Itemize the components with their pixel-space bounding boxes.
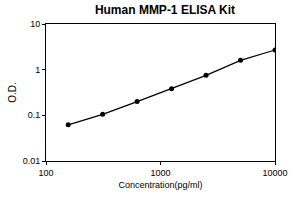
svg-text:Human MMP-1 ELISA Kit: Human MMP-1 ELISA Kit (95, 3, 235, 17)
svg-text:O.D.: O.D. (7, 82, 18, 103)
svg-text:100: 100 (38, 168, 53, 178)
svg-text:1000: 1000 (150, 168, 170, 178)
svg-text:10000: 10000 (262, 168, 287, 178)
svg-text:0.01: 0.01 (23, 156, 41, 166)
svg-text:Concentration(pg/ml): Concentration(pg/ml) (118, 180, 202, 190)
svg-text:10: 10 (30, 19, 40, 29)
svg-text:1: 1 (35, 65, 40, 75)
svg-text:0.1: 0.1 (28, 110, 41, 120)
